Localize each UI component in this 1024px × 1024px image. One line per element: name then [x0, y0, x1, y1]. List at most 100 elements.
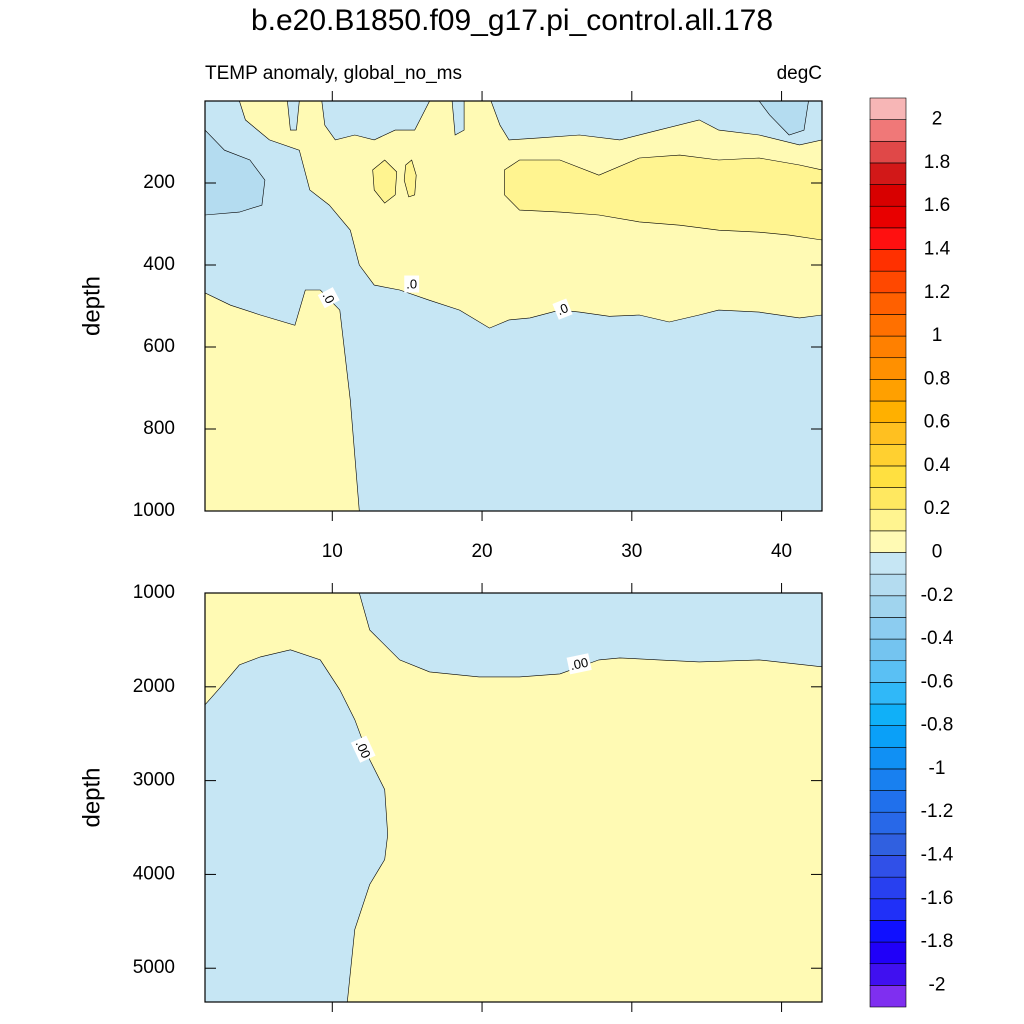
x-tick-label: 40: [771, 541, 792, 562]
colorbar-box: [869, 920, 907, 943]
contour-label-bg: [317, 287, 340, 309]
contour-label-bg: [552, 298, 573, 320]
contour-label: .0: [552, 298, 573, 320]
contour-label-text: .0: [555, 300, 571, 318]
contour-region: [403, 159, 417, 198]
colorbar-box: [869, 508, 907, 532]
contour-region: [205, 289, 360, 511]
colorbar-box: [869, 530, 907, 553]
colorbar-box: [869, 249, 907, 272]
contour-label-bg: [350, 735, 376, 763]
contour-region: [758, 101, 809, 136]
colorbar-label: 0.4: [924, 455, 951, 476]
y-tick-label: 4000: [133, 863, 175, 884]
colorbar-box: [869, 573, 907, 597]
x-tick-label: 20: [471, 541, 492, 562]
colorbar-box: [869, 746, 907, 770]
contour-region: [205, 649, 389, 1002]
plot-frame: [204, 100, 823, 512]
colorbar-box: [869, 855, 907, 878]
colorbar-box: [869, 379, 907, 402]
colorbar-box: [869, 227, 907, 250]
colorbar-box: [869, 833, 907, 856]
y-tick-label: 400: [143, 254, 175, 275]
colorbar-label: -1.2: [921, 801, 954, 822]
y-tick-label: 600: [143, 336, 175, 357]
colorbar-label: -1: [929, 758, 946, 779]
colorbar-box: [869, 184, 907, 207]
colorbar-box: [869, 97, 907, 120]
y-tick-label: 1000: [133, 582, 175, 603]
colorbar-box: [869, 314, 907, 337]
contour-label-text: .0: [406, 277, 417, 292]
colorbar-label: 0.2: [924, 498, 950, 519]
colorbar-label: 0.6: [924, 412, 950, 433]
contour-region: [205, 129, 266, 216]
colorbar-label: -2: [929, 974, 946, 995]
colorbar-label: -0.6: [921, 671, 954, 692]
y-tick-label: 200: [143, 172, 175, 193]
contour-label-text: .00: [569, 655, 590, 673]
colorbar-box: [869, 119, 907, 142]
plot-area: .00 .00: [205, 593, 822, 1002]
y-tick-label: 2000: [133, 676, 175, 697]
colorbar-box: [869, 941, 907, 965]
colorbar-label: -1.8: [921, 931, 954, 952]
colorbar-label: -0.2: [921, 585, 954, 606]
colorbar-box: [869, 963, 907, 986]
colorbar-box: [869, 335, 907, 359]
colorbar-box: [869, 660, 907, 683]
chart-title: b.e20.B1850.f09_g17.pi_control.all.178: [251, 4, 773, 37]
contour-region: [372, 159, 398, 204]
contour-label-bg: [566, 653, 592, 675]
subtitle-right: degC: [777, 63, 822, 84]
colorbar-box: [869, 638, 907, 662]
colorbar-box: [869, 162, 907, 185]
subtitle-left: TEMP anomaly, global_no_ms: [205, 63, 462, 84]
y-tick-label: 5000: [133, 957, 175, 978]
colorbar-label: 1.4: [924, 239, 951, 260]
contour-label: .0: [404, 275, 420, 293]
colorbar-box: [869, 617, 907, 640]
colorbar-box: [869, 270, 907, 294]
colorbar-box: [869, 811, 907, 835]
y-axis-label: depth: [78, 276, 105, 336]
colorbar-box: [869, 985, 907, 1008]
colorbar-box: [869, 465, 907, 488]
colorbar-box: [869, 292, 907, 315]
colorbar-box: [869, 876, 907, 900]
colorbar-box: [869, 768, 907, 791]
colorbar-box: [869, 487, 907, 510]
colorbar-box: [869, 205, 907, 229]
x-tick-label: 30: [621, 541, 642, 562]
colorbar-box: [869, 400, 907, 423]
x-tick-label: 10: [322, 541, 343, 562]
colorbar-label: 1.2: [924, 282, 950, 303]
colorbar-box: [869, 552, 907, 575]
colorbar-box: [869, 357, 907, 380]
contour-label-bg: [404, 275, 420, 293]
colorbar-label: -1.4: [921, 845, 954, 866]
colorbar-label: -1.6: [921, 888, 954, 909]
colorbar-box: [869, 422, 907, 445]
colorbar-box: [869, 703, 907, 726]
contour-label: .00: [350, 735, 376, 763]
colorbar-label: 0: [932, 542, 943, 563]
contour-label-text: .00: [353, 738, 374, 761]
contour-label: .00: [566, 653, 592, 675]
colorbar-box: [869, 682, 907, 705]
colorbar-box: [869, 725, 907, 748]
colorbar-label: 1.6: [924, 195, 950, 216]
y-tick-label: 1000: [133, 500, 175, 521]
y-tick-label: 800: [143, 418, 175, 439]
colorbar-label: 2: [932, 109, 943, 130]
colorbar-label: 1: [932, 325, 943, 346]
colorbar-box: [869, 898, 907, 921]
colorbar-label: -0.8: [921, 715, 954, 736]
colorbar-label: -0.4: [921, 628, 954, 649]
contour-label: .0: [317, 287, 340, 309]
colorbar-box: [869, 443, 907, 467]
y-axis-label: depth: [78, 767, 105, 827]
colorbar-box: [869, 595, 907, 618]
